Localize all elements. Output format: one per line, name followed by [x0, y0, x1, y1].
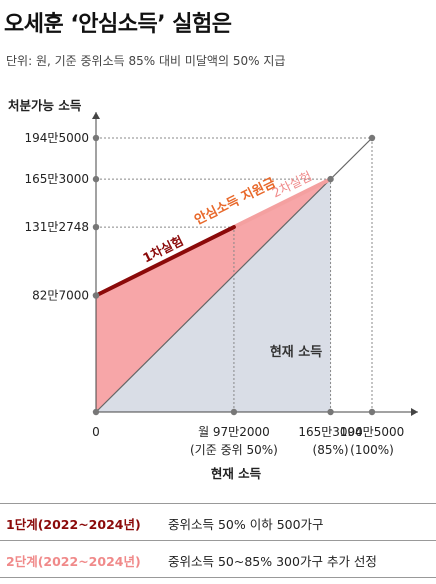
chart: 처분가능 소득 현재 소득 82만7000 131만2748 165만3000 194만5… — [0, 90, 436, 490]
x-tick-marker-1 — [230, 408, 238, 416]
note-stage-1: 1단계(2022~2024년) — [6, 517, 141, 532]
chart-lines — [94, 137, 373, 413]
x-tick-marker-3 — [368, 408, 376, 416]
point-marker-2 — [368, 134, 376, 142]
y-axis-arrow — [92, 112, 100, 119]
x-tick-marker-2 — [327, 408, 334, 416]
x-tick-sublabel-1: (기준 중위 50%) — [190, 443, 278, 457]
x-tick-sublabel-2: (85%) — [313, 443, 349, 457]
y-tick-label-0: 82만7000 — [32, 288, 89, 302]
y-tick-marker-2 — [92, 175, 100, 183]
y-tick-marker-1 — [92, 223, 100, 231]
page-title: 오세훈 ‘안심소득’ 실험은 — [4, 12, 232, 37]
chart-markers — [92, 134, 376, 416]
point-marker-1 — [327, 175, 334, 183]
subtitle: 단위: 원, 기준 중위소득 85% 대비 미달액의 50% 지급 — [6, 54, 286, 68]
x-axis-arrow — [411, 408, 418, 416]
x-tick-label-2: 165만3000 — [298, 425, 362, 439]
chart-axes — [92, 112, 418, 416]
note-row-stage-1: 1단계(2022~2024년) 중위소득 50% 이하 500가구 — [0, 503, 436, 540]
note-text-2: 중위소득 50~85% 300가구 추가 선정 — [168, 554, 377, 569]
phase-2-line — [231, 177, 333, 230]
note-text-1: 중위소득 50% 이하 500가구 — [168, 517, 324, 532]
x-axis-title: 현재 소득 — [211, 466, 262, 481]
x-tick-label-1: 월 97만2000 — [198, 425, 270, 439]
y-tick-label-1: 131만2748 — [25, 220, 89, 234]
note-row-stage-2: 2단계(2022~2024년) 중위소득 50~85% 300가구 추가 선정 — [0, 540, 436, 578]
y-axis-title: 처분가능 소득 — [8, 98, 82, 113]
x-tick-label-0: 0 — [92, 425, 100, 439]
chart-guides — [96, 137, 373, 412]
y-tick-marker-3 — [92, 134, 100, 142]
notes: 1단계(2022~2024년) 중위소득 50% 이하 500가구 2단계(20… — [0, 503, 436, 578]
diagonal-line — [95, 137, 373, 413]
x-tick-marker-0 — [92, 408, 100, 416]
note-stage-2: 2단계(2022~2024년) — [6, 554, 141, 569]
point-marker-0 — [92, 292, 100, 299]
phase-1-line — [94, 225, 236, 298]
x-tick-sublabel-3: (100%) — [350, 443, 394, 457]
x-tick-label-3: 194만5000 — [340, 425, 404, 439]
y-tick-label-2: 165만3000 — [25, 172, 89, 186]
current-income-label: 현재 소득 — [270, 344, 322, 360]
y-tick-label-3: 194만5000 — [25, 131, 89, 145]
